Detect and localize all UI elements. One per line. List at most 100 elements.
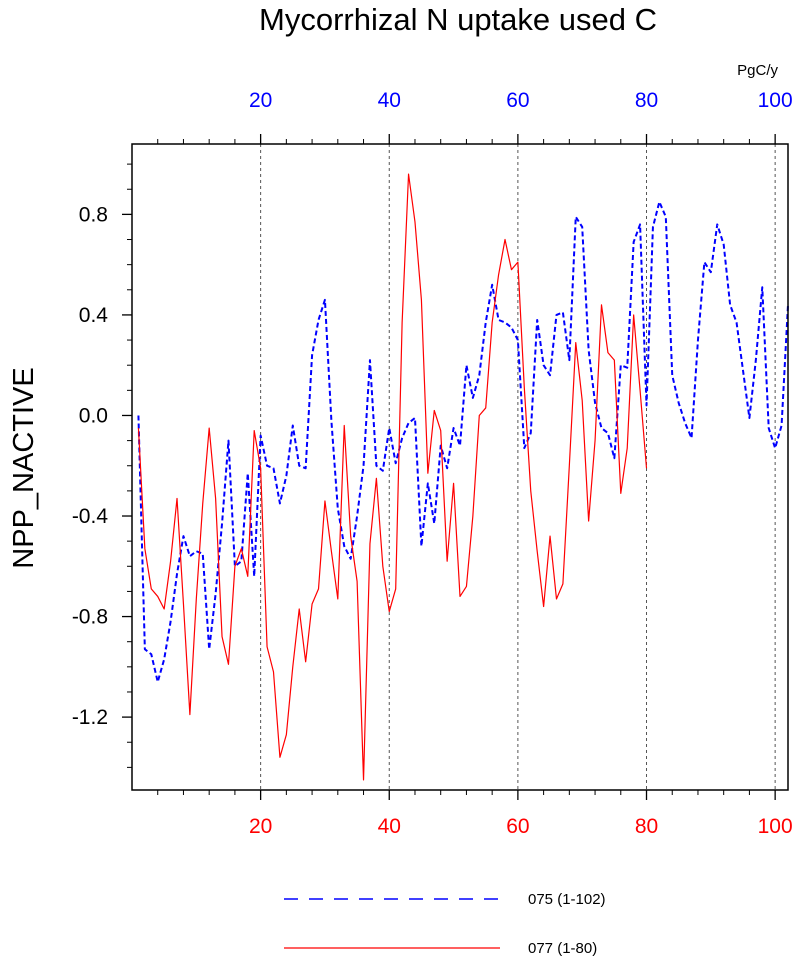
data-point-077-79	[639, 390, 640, 391]
data-point-077-62	[530, 490, 531, 491]
axis-tick-labels: -1.2 -0.8 -0.4 0.0 0.4 0.8 20 20 40 40 60 60 80 80 100…	[72, 89, 793, 838]
data-point-077-49	[447, 561, 448, 562]
data-point-075-23	[279, 503, 280, 504]
data-point-077-56	[492, 322, 493, 323]
y-tick-label-0: -1.2	[72, 706, 108, 729]
data-point-077-23	[279, 757, 280, 758]
data-point-077-20	[260, 468, 261, 469]
top-axis-unit-label: PgC/y	[737, 62, 778, 79]
x-top-tick-label-0: 20	[249, 89, 272, 112]
data-point-075-63	[537, 319, 538, 320]
data-point-075-31	[331, 420, 332, 421]
axis-ticks	[122, 134, 776, 800]
data-point-075-42	[402, 437, 403, 438]
data-point-077-29	[318, 588, 319, 589]
data-point-075-59	[511, 327, 512, 328]
plot-frame	[131, 143, 789, 791]
data-point-075-46	[427, 483, 428, 484]
data-point-075-1	[138, 415, 139, 416]
data-point-075-71	[588, 350, 589, 351]
data-point-075-3	[151, 654, 152, 655]
data-point-075-11	[202, 553, 203, 554]
data-point-075-88	[697, 339, 698, 340]
data-point-077-17	[241, 548, 242, 549]
x-bottom-tick-label-4: 100	[758, 815, 793, 838]
data-point-077-18	[247, 576, 248, 577]
data-point-077-37	[369, 543, 370, 544]
data-point-077-26	[299, 608, 300, 609]
data-point-077-31	[331, 551, 332, 552]
data-point-077-3	[151, 588, 152, 589]
data-point-077-35	[356, 581, 357, 582]
data-point-075-60	[517, 339, 518, 340]
grid-lines	[260, 144, 776, 790]
y-tick-label-5: 0.8	[79, 203, 108, 226]
data-point-075-12	[209, 649, 210, 650]
data-point-075-76	[620, 365, 621, 366]
data-point-075-99	[768, 427, 769, 428]
data-point-077-64	[543, 606, 544, 607]
data-point-075-100	[775, 448, 776, 449]
data-point-077-2	[144, 548, 145, 549]
data-point-077-14	[221, 636, 222, 637]
y-tick-label-2: -0.4	[72, 505, 109, 528]
x-top-tick-label-4: 100	[758, 89, 793, 112]
x-bottom-tick-label-1: 40	[378, 815, 401, 838]
data-point-075-81	[652, 226, 653, 227]
data-point-075-41	[395, 463, 396, 464]
data-point-075-83	[665, 216, 666, 217]
data-point-075-77	[627, 367, 628, 368]
data-point-075-78	[633, 241, 634, 242]
data-point-077-60	[517, 262, 518, 263]
data-point-075-92	[723, 244, 724, 245]
data-point-077-78	[633, 314, 634, 315]
data-point-075-45	[421, 546, 422, 547]
y-tick-label-4: 0.4	[79, 304, 109, 327]
data-point-075-15	[228, 440, 229, 441]
data-point-075-97	[755, 360, 756, 361]
data-point-077-33	[344, 425, 345, 426]
data-point-075-22	[273, 468, 274, 469]
data-point-077-57	[498, 274, 499, 275]
data-point-077-11	[202, 503, 203, 504]
data-point-077-59	[511, 269, 512, 270]
data-point-075-44	[414, 417, 415, 418]
data-point-075-36	[363, 465, 364, 466]
data-point-075-54	[479, 375, 480, 376]
data-point-077-54	[479, 415, 480, 416]
data-point-075-32	[337, 508, 338, 509]
data-point-077-61	[524, 387, 525, 388]
data-point-075-50	[453, 427, 454, 428]
data-point-075-55	[485, 322, 486, 323]
data-point-075-68	[569, 360, 570, 361]
data-point-077-51	[459, 596, 460, 597]
data-point-077-67	[562, 583, 563, 584]
data-point-077-44	[414, 221, 415, 222]
data-point-075-6	[170, 621, 171, 622]
data-point-077-28	[311, 603, 312, 604]
chart-title: Mycorrhizal N uptake used C	[259, 2, 657, 37]
data-point-077-53	[472, 515, 473, 516]
data-point-075-17	[241, 561, 242, 562]
data-point-077-5	[164, 608, 165, 609]
data-point-075-96	[749, 417, 750, 418]
data-point-077-77	[627, 448, 628, 449]
data-point-075-52	[466, 365, 467, 366]
data-point-077-9	[189, 714, 190, 715]
legend: 075 (1-102) 077 (1-80)	[284, 891, 606, 957]
data-point-077-21	[266, 646, 267, 647]
data-point-075-53	[472, 397, 473, 398]
data-point-075-25	[292, 425, 293, 426]
data-point-075-67	[562, 312, 563, 313]
data-point-077-76	[620, 493, 621, 494]
data-point-077-12	[209, 427, 210, 428]
data-point-077-43	[408, 174, 409, 175]
legend-label-075: 075 (1-102)	[528, 891, 606, 908]
data-point-075-4	[157, 681, 158, 682]
data-point-077-55	[485, 407, 486, 408]
data-point-077-10	[196, 598, 197, 599]
data-point-077-42	[402, 322, 403, 323]
data-point-077-13	[215, 498, 216, 499]
data-point-077-38	[376, 478, 377, 479]
